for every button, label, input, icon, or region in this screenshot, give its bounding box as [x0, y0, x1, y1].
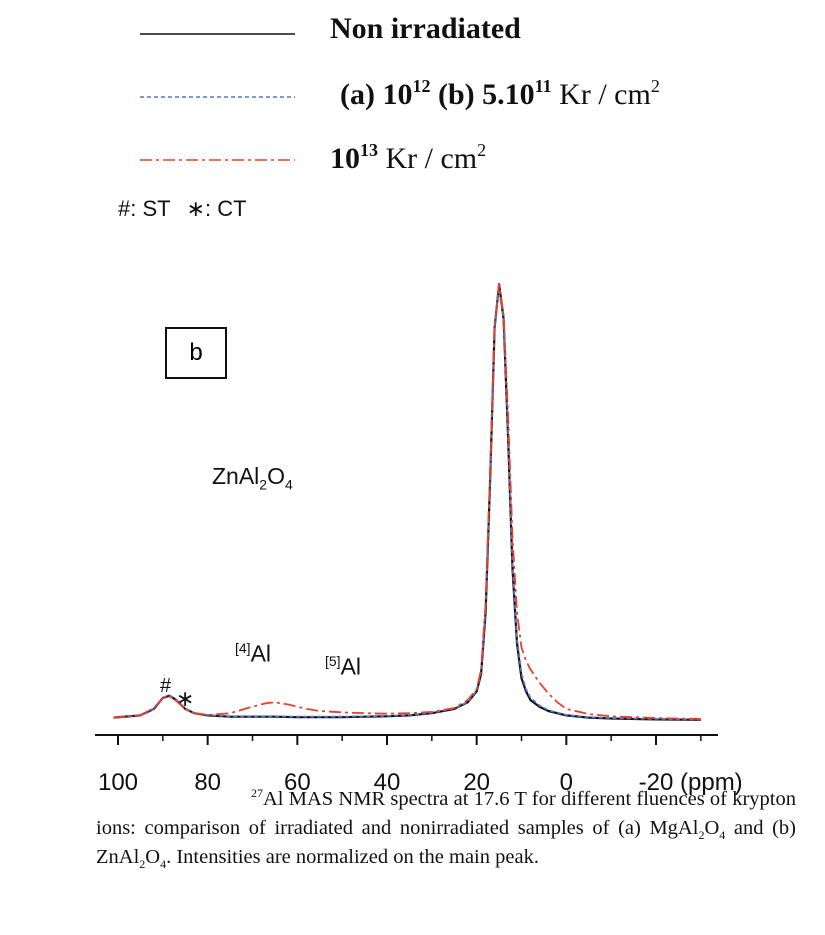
al4-label: [4]Al: [235, 640, 272, 667]
marker-note-ct: ∗: CT: [186, 196, 247, 221]
x-tick-label: 40: [374, 769, 401, 796]
x-tick-label: 60: [284, 769, 311, 796]
legend-line-high-fluence: [140, 159, 295, 161]
marker-note-st: #: ST: [118, 196, 171, 221]
al5-label: [5]Al: [325, 653, 362, 680]
x-tick-label: 20: [463, 769, 490, 796]
legend-label-high-fluence: 1013 Kr / cm2: [330, 140, 487, 175]
series-line-1: [113, 283, 701, 721]
x-tick-label: 100: [98, 769, 138, 796]
st-hash-marker: #: [160, 675, 172, 697]
series-line-0: [113, 282, 701, 721]
x-tick-label: -20: [639, 769, 674, 796]
panel-label: b: [189, 339, 203, 366]
x-tick-label: 0: [560, 769, 573, 796]
nmr-spectrum-chart: 100 80 60 40 20 0 -20 (ppm): [95, 282, 743, 796]
legend-label-low-fluence: (a) 1012 (b) 5.1011 Kr / cm2: [340, 76, 660, 111]
legend-line-low-fluence: [140, 96, 295, 98]
panel-label-box: b: [165, 327, 227, 379]
figure-caption: 27Al MAS NMR spectra at 17.6 T for diffe…: [96, 786, 796, 872]
legend-line-non-irradiated: [140, 33, 295, 35]
legend-label-non-irradiated: Non irradiated: [330, 12, 521, 45]
x-axis-label: (ppm): [680, 769, 743, 796]
compound-label: ZnAl2O4: [212, 463, 293, 493]
x-tick-label: 80: [194, 769, 221, 796]
series-line-2: [113, 283, 701, 720]
marker-note: #: ST ∗: CT: [118, 196, 247, 222]
